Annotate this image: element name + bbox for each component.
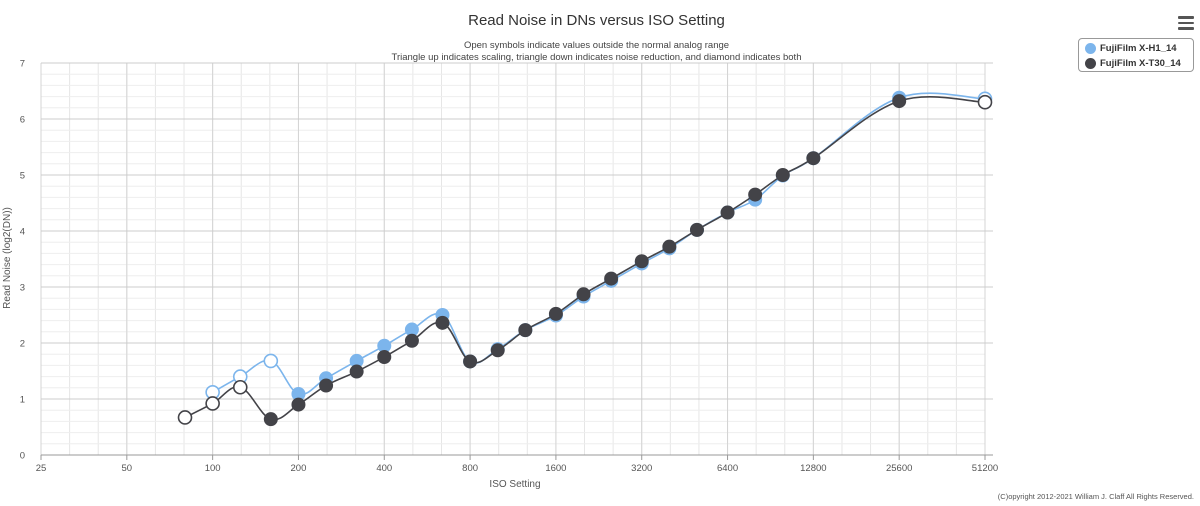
data-point: [576, 287, 591, 302]
data-point: [634, 254, 649, 269]
data-point: [748, 187, 763, 202]
legend-item-x-h1[interactable]: FujiFilm X-H1_14: [1079, 41, 1193, 56]
data-point: [892, 94, 907, 109]
chart-legend: FujiFilm X-H1_14 FujiFilm X-T30_14: [1078, 38, 1194, 72]
legend-marker-x-t30: [1085, 58, 1096, 69]
chart-subtitle-line-1: Open symbols indicate values outside the…: [463, 40, 730, 51]
data-point: [490, 343, 505, 358]
data-point: [263, 412, 278, 427]
data-point: [377, 350, 392, 364]
data-point: [463, 354, 478, 369]
x-tick-label: 400: [376, 463, 392, 474]
open-data-point: [205, 396, 220, 411]
x-tick-label: 3200: [631, 463, 652, 474]
x-tick-label: 50: [122, 463, 133, 474]
data-point: [548, 306, 563, 321]
data-point: [518, 323, 533, 338]
y-tick-label: 7: [20, 59, 25, 70]
legend-label-x-h1: FujiFilm X-H1_14: [1100, 43, 1177, 54]
data-point: [689, 222, 704, 237]
series-x-t30: [177, 94, 993, 427]
data-point: [662, 239, 677, 254]
x-tick-label: 25: [36, 463, 47, 474]
x-axis-label: ISO Setting: [489, 479, 540, 490]
y-axis-label: Read Noise (log2(DN)): [2, 207, 13, 309]
open-data-point: [977, 94, 993, 110]
x-tick-label: 6400: [717, 463, 738, 474]
grid-lines: [40, 62, 993, 456]
y-tick-label: 1: [20, 395, 25, 406]
data-point: [435, 315, 450, 330]
x-tick-label: 200: [291, 463, 307, 474]
open-data-point: [232, 379, 248, 395]
chart-subtitle-line-2: Triangle up indicates scaling, triangle …: [391, 52, 802, 63]
axes: 25 50 100 200 400 800 1600 3200 6400 12800 25600 51…: [20, 59, 999, 475]
copyright-notice: (C)opyright 2012-2021 William J. Claff A…: [997, 492, 1194, 501]
legend-marker-x-h1: [1085, 43, 1096, 54]
y-tick-label: 2: [20, 339, 25, 350]
x-tick-label: 1600: [545, 463, 566, 474]
data-point: [806, 151, 821, 166]
data-point: [775, 168, 790, 182]
x-tick-label: 25600: [886, 463, 912, 474]
data-point: [404, 333, 419, 348]
hamburger-menu-icon[interactable]: [1178, 16, 1194, 30]
chart-title: Read Noise in DNs versus ISO Setting: [468, 12, 725, 29]
x-tick-label: 800: [462, 463, 478, 474]
x-tick-label: 12800: [800, 463, 826, 474]
data-point: [349, 364, 364, 379]
y-tick-label: 6: [20, 115, 25, 126]
legend-item-x-t30[interactable]: FujiFilm X-T30_14: [1079, 56, 1193, 71]
y-tick-label: 0: [20, 451, 25, 462]
y-tick-label: 4: [20, 227, 25, 238]
open-data-point: [263, 353, 279, 369]
series-line: [212, 92, 986, 396]
data-point: [319, 378, 334, 393]
x-tick-label: 51200: [972, 463, 998, 474]
open-data-point: [177, 410, 193, 425]
y-tick-label: 5: [20, 171, 25, 182]
data-point: [720, 205, 735, 220]
y-tick-label: 3: [20, 283, 25, 294]
data-point: [291, 397, 306, 412]
chart-series: [177, 90, 993, 427]
data-point: [604, 271, 619, 286]
x-tick-label: 100: [205, 463, 221, 474]
legend-label-x-t30: FujiFilm X-T30_14: [1100, 58, 1181, 69]
